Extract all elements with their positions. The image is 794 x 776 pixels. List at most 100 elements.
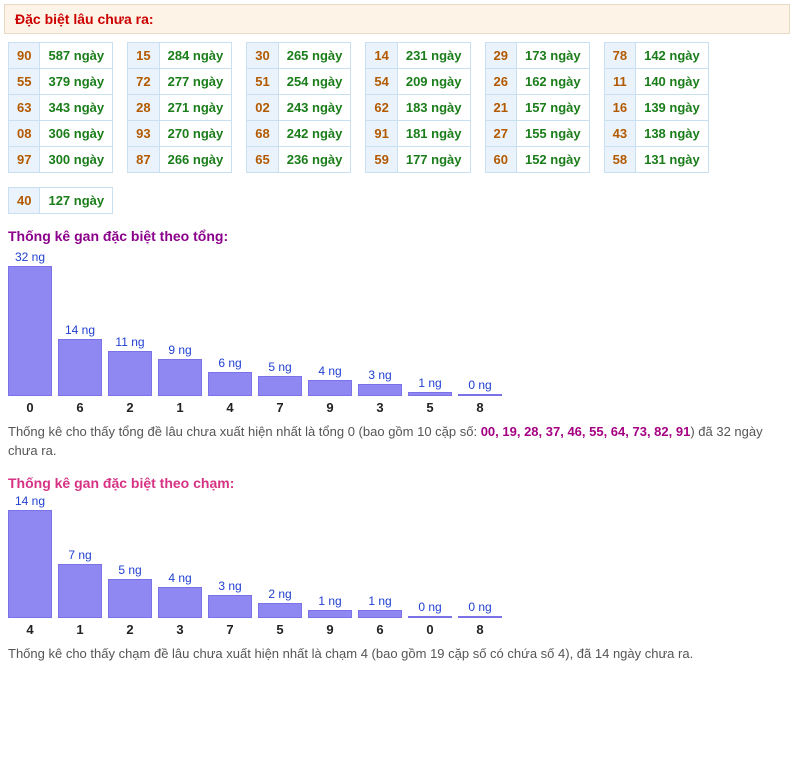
bar-value-label: 0 ng <box>468 600 491 614</box>
bar-category-label: 7 <box>226 622 233 637</box>
pair-days: 181 ngày <box>397 121 470 147</box>
pair-days: 209 ngày <box>397 69 470 95</box>
bar-column: 0 ng 8 <box>456 600 504 637</box>
pair-days: 300 ngày <box>40 147 113 173</box>
bar-rect <box>108 351 152 396</box>
pair-days: 139 ngày <box>636 95 709 121</box>
pair-days: 270 ngày <box>159 121 232 147</box>
table-row: 72277 ngày <box>128 69 232 95</box>
bar-column: 0 ng8 <box>456 378 504 415</box>
bar-value-label: 1 ng <box>418 376 441 390</box>
bar-category-label: 0 <box>426 622 433 637</box>
table-row: 16139 ngày <box>604 95 708 121</box>
bar-value-label: 3 ng <box>218 579 241 593</box>
pair-days: 183 ngày <box>397 95 470 121</box>
pair-days: 254 ngày <box>278 69 351 95</box>
pair-group-table: 90587 ngày55379 ngày63343 ngày08306 ngày… <box>8 42 113 173</box>
bar-column: 1 ng6 <box>356 594 404 637</box>
pair-days: 127 ngày <box>40 188 113 214</box>
pair-group-table: 78142 ngày11140 ngày16139 ngày43138 ngày… <box>604 42 709 173</box>
table-row: 59177 ngày <box>366 147 470 173</box>
pair-days: 155 ngày <box>516 121 589 147</box>
bar-value-label: 11 ng <box>115 335 144 349</box>
pair-number: 28 <box>128 95 159 121</box>
pair-days: 306 ngày <box>40 121 113 147</box>
chart-cham-description: Thống kê cho thấy chạm đề lâu chưa xuất … <box>8 645 786 664</box>
pair-days: 173 ngày <box>516 43 589 69</box>
table-row: 55379 ngày <box>9 69 113 95</box>
bar-column: 14 ng6 <box>56 323 104 415</box>
bar-column: 0 ng0 <box>406 600 454 637</box>
pair-number: 08 <box>9 121 40 147</box>
pair-days: 243 ngày <box>278 95 351 121</box>
bar-category-label: 4 <box>26 622 33 637</box>
bar-category-label: 1 <box>76 622 83 637</box>
pair-number: 02 <box>247 95 278 121</box>
table-row: 90587 ngày <box>9 43 113 69</box>
bar-column: 5 ng 7 <box>256 360 304 415</box>
bar-rect <box>458 616 502 618</box>
pair-days: 242 ngày <box>278 121 351 147</box>
pair-group-table: 14231 ngày54209 ngày62183 ngày91181 ngày… <box>365 42 470 173</box>
bar-value-label: 32 ng <box>15 250 45 264</box>
bar-value-label: 5 ng <box>118 563 141 577</box>
pair-groups-container: 90587 ngày55379 ngày63343 ngày08306 ngày… <box>4 42 790 214</box>
pair-number: 87 <box>128 147 159 173</box>
desc-pairs: 00, 19, 28, 37, 46, 55, 64, 73, 82, 91 <box>481 424 691 439</box>
bar-value-label: 5 ng <box>268 360 291 374</box>
bar-category-label: 8 <box>476 622 483 637</box>
table-row: 08306 ngày <box>9 121 113 147</box>
bar-category-label: 3 <box>376 400 383 415</box>
bar-column: 1 ng9 <box>306 594 354 637</box>
bar-category-label: 2 <box>126 400 133 415</box>
bar-value-label: 2 ng <box>268 587 291 601</box>
bar-category-label: 2 <box>126 622 133 637</box>
bar-rect <box>8 266 52 396</box>
bar-column: 5 ng 2 <box>106 563 154 637</box>
table-row: 68242 ngày <box>247 121 351 147</box>
table-row: 21157 ngày <box>485 95 589 121</box>
bar-value-label: 6 ng <box>218 356 241 370</box>
table-row: 28271 ngày <box>128 95 232 121</box>
pair-days: 277 ngày <box>159 69 232 95</box>
bar-rect <box>308 380 352 396</box>
pair-number: 16 <box>604 95 635 121</box>
pair-number: 62 <box>366 95 397 121</box>
desc-text: Thống kê cho thấy tổng đề lâu chưa xuất … <box>8 424 481 439</box>
bar-value-label: 4 ng <box>318 364 341 378</box>
table-row: 11140 ngày <box>604 69 708 95</box>
bar-category-label: 7 <box>276 400 283 415</box>
pair-days: 140 ngày <box>636 69 709 95</box>
bar-value-label: 3 ng <box>368 368 391 382</box>
bar-rect <box>308 610 352 618</box>
bar-value-label: 14 ng <box>65 323 95 337</box>
bar-column: 14 ng4 <box>6 494 54 637</box>
table-row: 40127 ngày <box>9 188 113 214</box>
bar-category-label: 9 <box>326 400 333 415</box>
pair-days: 157 ngày <box>516 95 589 121</box>
bar-category-label: 0 <box>26 400 33 415</box>
bar-rect <box>258 376 302 396</box>
bar-rect <box>258 603 302 618</box>
pair-group-table: 29173 ngày26162 ngày21157 ngày27155 ngày… <box>485 42 590 173</box>
bar-rect <box>108 579 152 618</box>
bar-category-label: 5 <box>276 622 283 637</box>
pair-days: 266 ngày <box>159 147 232 173</box>
pair-days: 236 ngày <box>278 147 351 173</box>
bar-column: 11 ng 2 <box>106 335 154 415</box>
pair-group-table: 15284 ngày72277 ngày28271 ngày93270 ngày… <box>127 42 232 173</box>
table-row: 43138 ngày <box>604 121 708 147</box>
pair-number: 21 <box>485 95 516 121</box>
bar-value-label: 1 ng <box>318 594 341 608</box>
pair-days: 162 ngày <box>516 69 589 95</box>
chart-cham: 14 ng47 ng15 ng24 ng33 ng72 ng51 ng91 ng… <box>4 497 790 637</box>
bar-column: 2 ng 5 <box>256 587 304 637</box>
table-row: 51254 ngày <box>247 69 351 95</box>
chart-cham-title: Thống kê gan đặc biệt theo chạm: <box>8 475 790 491</box>
pair-number: 26 <box>485 69 516 95</box>
bar-rect <box>58 564 102 618</box>
bar-value-label: 1 ng <box>368 594 391 608</box>
pair-number: 40 <box>9 188 40 214</box>
pair-number: 27 <box>485 121 516 147</box>
bar-rect <box>158 359 202 396</box>
